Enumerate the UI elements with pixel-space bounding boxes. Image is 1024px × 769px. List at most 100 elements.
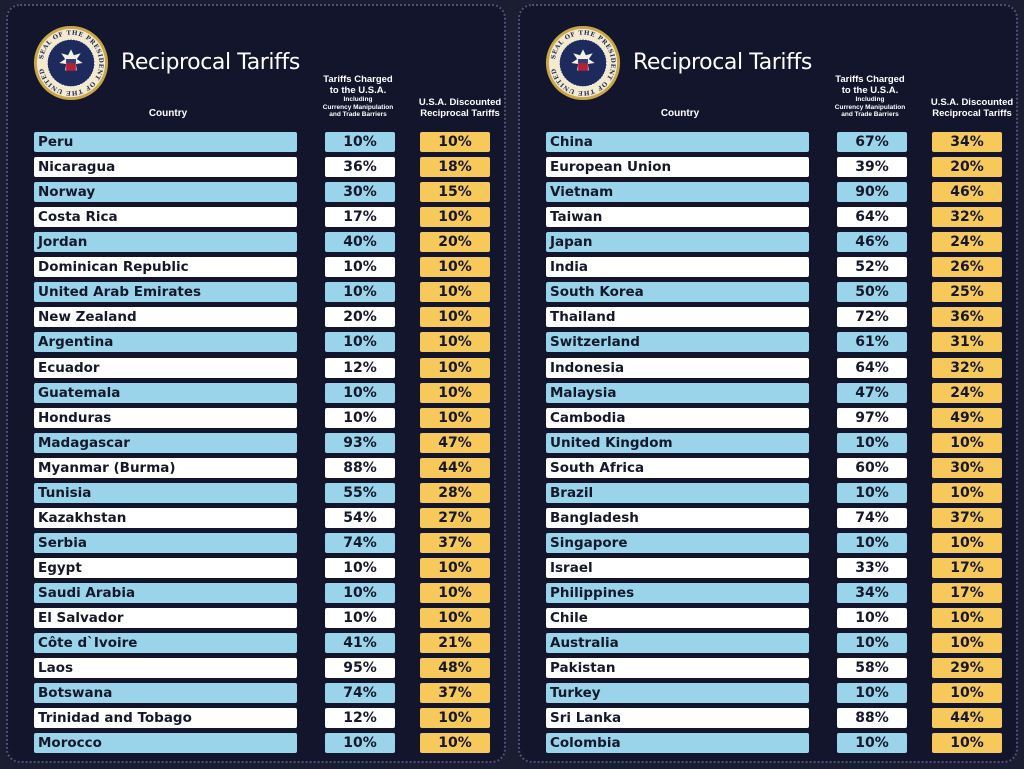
charged-header-sub3: and Trade Barriers bbox=[329, 111, 387, 118]
country-cell: El Salvador bbox=[34, 608, 297, 628]
discounted-tariff-cell: 36% bbox=[932, 307, 1002, 327]
country-cell: South Korea bbox=[546, 282, 809, 302]
tariff-charged-cell: 41% bbox=[325, 633, 395, 653]
discounted-tariff-cell: 37% bbox=[420, 683, 490, 703]
country-cell: Costa Rica bbox=[34, 207, 297, 227]
discounted-tariff-cell: 44% bbox=[932, 708, 1002, 728]
discounted-tariff-cell: 10% bbox=[932, 733, 1002, 753]
column-header-discounted: U.S.A. Discounted Reciprocal Tariffs bbox=[916, 97, 1024, 119]
tariff-charged-cell: 12% bbox=[325, 358, 395, 378]
country-cell: Philippines bbox=[546, 583, 809, 603]
discounted-tariff-cell: 20% bbox=[932, 157, 1002, 177]
country-cell: European Union bbox=[546, 157, 809, 177]
tariff-charged-cell: 64% bbox=[837, 358, 907, 378]
country-cell: Taiwan bbox=[546, 207, 809, 227]
discounted-tariff-cell: 10% bbox=[420, 408, 490, 428]
tariff-charged-cell: 54% bbox=[325, 508, 395, 528]
charged-header-sub3: and Trade Barriers bbox=[841, 111, 899, 118]
tariff-charged-cell: 10% bbox=[325, 257, 395, 277]
discounted-tariff-cell: 10% bbox=[420, 307, 490, 327]
tariff-charged-cell: 17% bbox=[325, 207, 395, 227]
country-cell: Guatemala bbox=[34, 383, 297, 403]
discounted-tariff-cell: 49% bbox=[932, 408, 1002, 428]
discounted-tariff-cell: 27% bbox=[420, 508, 490, 528]
discounted-tariff-cell: 46% bbox=[932, 182, 1002, 202]
country-cell: Myanmar (Burma) bbox=[34, 458, 297, 478]
tariff-charged-cell: 10% bbox=[325, 608, 395, 628]
country-cell: Cambodia bbox=[546, 408, 809, 428]
country-cell: United Kingdom bbox=[546, 433, 809, 453]
country-cell: Thailand bbox=[546, 307, 809, 327]
tariff-charged-cell: 10% bbox=[837, 433, 907, 453]
column-header-discounted: U.S.A. Discounted Reciprocal Tariffs bbox=[404, 97, 516, 119]
country-cell: Japan bbox=[546, 232, 809, 252]
tariff-charged-cell: 10% bbox=[325, 282, 395, 302]
country-cell: Argentina bbox=[34, 332, 297, 352]
disc-header-line1: U.S.A. Discounted bbox=[930, 97, 1014, 108]
country-cell: Pakistan bbox=[546, 658, 809, 678]
tariff-charged-cell: 72% bbox=[837, 307, 907, 327]
charged-header-sub2: Currency Manipulation bbox=[834, 103, 906, 111]
tariff-charged-cell: 30% bbox=[325, 182, 395, 202]
discounted-tariff-cell: 25% bbox=[932, 282, 1002, 302]
discounted-tariff-cell: 10% bbox=[420, 733, 490, 753]
discounted-tariff-cell: 10% bbox=[420, 282, 490, 302]
tariff-charged-cell: 93% bbox=[325, 433, 395, 453]
country-cell: Côte d`Ivoire bbox=[34, 633, 297, 653]
country-cell: China bbox=[546, 132, 809, 152]
tariff-charged-cell: 10% bbox=[325, 733, 395, 753]
disc-header-line2: Reciprocal Tariffs bbox=[420, 108, 500, 119]
discounted-tariff-cell: 10% bbox=[932, 483, 1002, 503]
discounted-tariff-cell: 10% bbox=[420, 383, 490, 403]
country-cell: Serbia bbox=[34, 533, 297, 553]
discounted-tariff-cell: 10% bbox=[420, 583, 490, 603]
discounted-tariff-cell: 29% bbox=[932, 658, 1002, 678]
discounted-tariff-cell: 26% bbox=[932, 257, 1002, 277]
tariff-charged-cell: 67% bbox=[837, 132, 907, 152]
country-cell: Vietnam bbox=[546, 182, 809, 202]
disc-header-line1: U.S.A. Discounted bbox=[418, 97, 502, 108]
country-cell: Malaysia bbox=[546, 383, 809, 403]
country-cell: South Africa bbox=[546, 458, 809, 478]
tariff-charged-cell: 95% bbox=[325, 658, 395, 678]
charged-header-line2: to the U.S.A. bbox=[841, 85, 899, 96]
discounted-tariff-cell: 37% bbox=[932, 508, 1002, 528]
tariff-charged-cell: 10% bbox=[837, 608, 907, 628]
discounted-tariff-cell: 17% bbox=[932, 558, 1002, 578]
tariff-charged-cell: 20% bbox=[325, 307, 395, 327]
tariff-charged-cell: 40% bbox=[325, 232, 395, 252]
discounted-tariff-cell: 47% bbox=[420, 433, 490, 453]
country-cell: Colombia bbox=[546, 733, 809, 753]
tariff-charged-cell: 97% bbox=[837, 408, 907, 428]
country-cell: Dominican Republic bbox=[34, 257, 297, 277]
country-cell: Saudi Arabia bbox=[34, 583, 297, 603]
tariff-charged-cell: 58% bbox=[837, 658, 907, 678]
discounted-tariff-cell: 20% bbox=[420, 232, 490, 252]
discounted-tariff-cell: 30% bbox=[932, 458, 1002, 478]
country-cell: Laos bbox=[34, 658, 297, 678]
country-cell: Norway bbox=[34, 182, 297, 202]
tariff-panel-left: SEAL OF THE PRESIDENT OF THE UNITED STAT… bbox=[6, 4, 506, 763]
discounted-tariff-cell: 32% bbox=[932, 207, 1002, 227]
tariff-charged-cell: 50% bbox=[837, 282, 907, 302]
presidential-seal-icon: SEAL OF THE PRESIDENT OF THE UNITED STAT… bbox=[544, 24, 621, 101]
column-header-charged: Tariffs Charged to the U.S.A. Including … bbox=[818, 74, 922, 119]
country-cell: Peru bbox=[34, 132, 297, 152]
tariff-charged-cell: 12% bbox=[325, 708, 395, 728]
discounted-tariff-cell: 31% bbox=[932, 332, 1002, 352]
country-cell: Ecuador bbox=[34, 358, 297, 378]
tariff-charged-cell: 10% bbox=[325, 383, 395, 403]
tariff-charged-cell: 74% bbox=[325, 683, 395, 703]
tariff-charged-cell: 74% bbox=[325, 533, 395, 553]
column-header-country: Country bbox=[660, 108, 700, 119]
tariff-charged-cell: 64% bbox=[837, 207, 907, 227]
column-header-charged: Tariffs Charged to the U.S.A. Including … bbox=[306, 74, 410, 119]
country-cell: Brazil bbox=[546, 483, 809, 503]
discounted-tariff-cell: 44% bbox=[420, 458, 490, 478]
discounted-tariff-cell: 10% bbox=[932, 533, 1002, 553]
discounted-tariff-cell: 10% bbox=[932, 633, 1002, 653]
discounted-tariff-cell: 10% bbox=[420, 257, 490, 277]
country-cell: Nicaragua bbox=[34, 157, 297, 177]
tariff-charged-cell: 10% bbox=[837, 633, 907, 653]
discounted-tariff-cell: 18% bbox=[420, 157, 490, 177]
